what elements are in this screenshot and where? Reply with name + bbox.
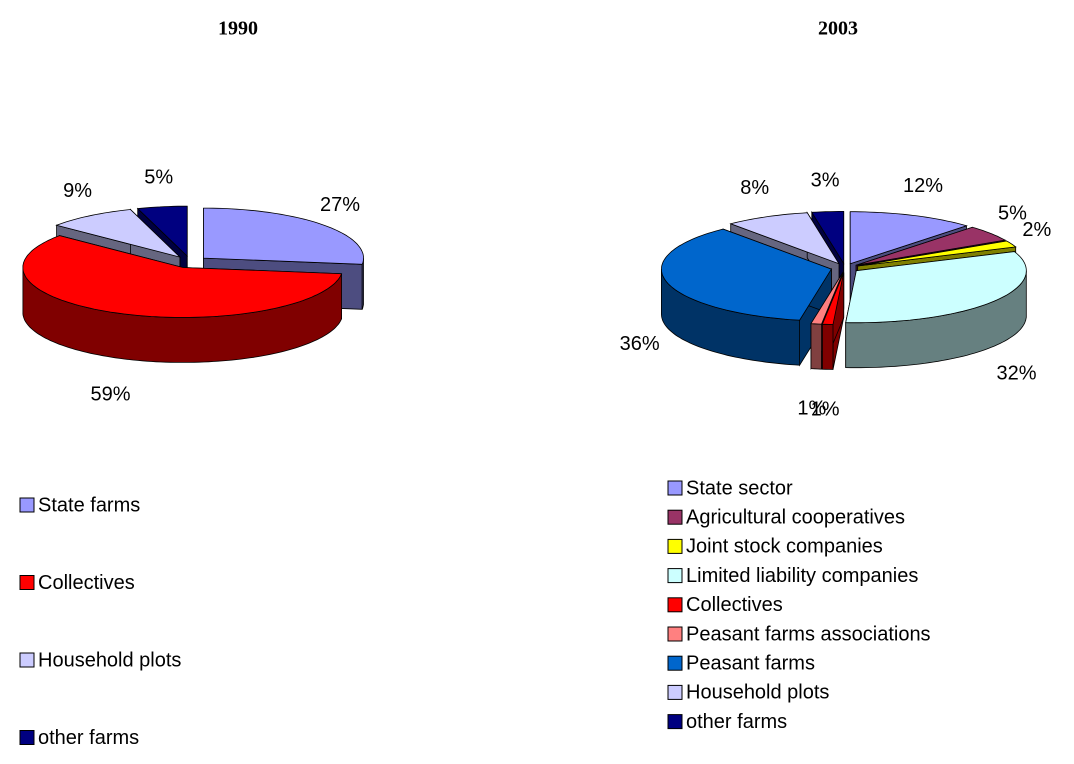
legend-label: Household plots (686, 682, 829, 704)
pie-slice (845, 251, 1027, 324)
data-label: 1% (797, 398, 826, 420)
data-label: 8% (740, 177, 769, 199)
pie-slice (661, 228, 832, 321)
slice-wall (810, 323, 822, 370)
legend-swatch (667, 714, 683, 730)
data-label: 5% (144, 166, 173, 188)
legend-swatch (667, 509, 683, 525)
legend-label: Collectives (38, 572, 135, 594)
legend-label: other farms (38, 727, 139, 749)
legend-swatch (19, 575, 35, 590)
pie-slice (821, 272, 845, 325)
legend-label: Household plots (38, 649, 181, 671)
pie-slice (849, 211, 968, 265)
legend-swatch (19, 497, 35, 513)
legend-label: State farms (38, 494, 140, 516)
pie-slice (55, 209, 182, 258)
data-label: 32% (996, 363, 1036, 385)
legend-label: other farms (686, 711, 787, 733)
pie-slice (203, 207, 364, 265)
legend-label: Collectives (686, 594, 783, 616)
legend-label: Joint stock companies (686, 536, 883, 558)
legend-swatch (667, 568, 683, 584)
pie-slice (22, 235, 343, 318)
legend-swatch (667, 480, 683, 496)
data-label: 2% (1022, 219, 1051, 241)
legend-label: Peasant farms (686, 652, 815, 674)
data-label: 12% (903, 175, 943, 197)
legend-label: Agricultural cooperatives (686, 506, 905, 528)
chart-title: 1990 (218, 18, 258, 40)
legend-label: Limited liability companies (686, 565, 918, 587)
legend-swatch (667, 655, 683, 671)
legend-swatch (19, 730, 35, 745)
legend-swatch (19, 652, 35, 668)
data-label: 9% (63, 180, 92, 202)
pie-slice (857, 240, 1017, 267)
slice-wall (822, 323, 834, 370)
legend-swatch (667, 597, 683, 613)
legend-swatch (667, 684, 683, 700)
pie-slice (811, 211, 845, 265)
chart-title: 2003 (818, 18, 858, 40)
legend-swatch (667, 626, 683, 642)
data-label: 1% (811, 398, 840, 420)
data-label: 27% (320, 194, 360, 216)
data-label: 5% (998, 203, 1027, 225)
legend-label: State sector (686, 477, 793, 499)
legend-label: Peasant farms associations (686, 623, 931, 645)
data-label: 3% (811, 169, 840, 191)
pie-slice (729, 212, 840, 265)
data-label: 36% (620, 333, 660, 355)
legend-swatch (667, 538, 683, 554)
data-label: 59% (91, 383, 131, 405)
slice-wall (361, 258, 364, 310)
pie-slice (855, 226, 1007, 266)
pie-slice (136, 205, 188, 258)
pie-slice (810, 272, 844, 325)
